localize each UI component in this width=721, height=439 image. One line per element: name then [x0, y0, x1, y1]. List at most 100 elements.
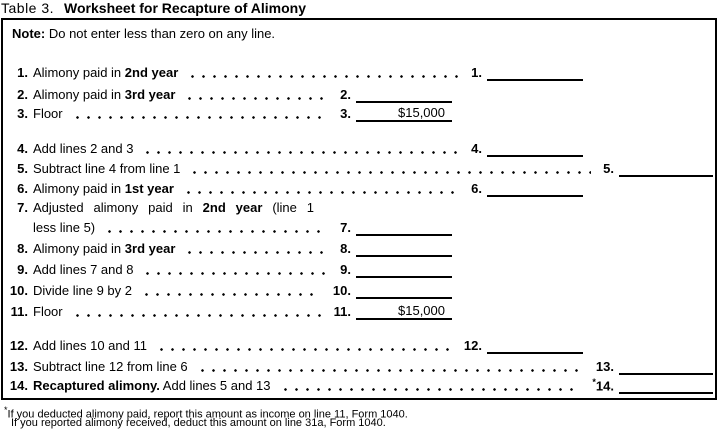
entry-number: 7.	[340, 220, 351, 235]
line-text: Subtract line 12 from line 6	[33, 359, 188, 374]
line-text: Alimony paid in 2nd year	[33, 65, 179, 80]
line-number: 8.	[17, 241, 28, 256]
worksheet-row-4: 4. Add lines 2 and 3 4.	[8, 138, 583, 157]
entry-line-8[interactable]	[356, 238, 452, 257]
worksheet-box	[1, 18, 717, 400]
entry-line-1[interactable]	[487, 62, 583, 81]
entry-value: $15,000	[398, 303, 445, 318]
entry-number: 3.	[340, 106, 351, 121]
entry-number: 13.	[595, 359, 614, 374]
entry-number: 12.	[463, 338, 482, 353]
entry-line-7[interactable]	[356, 217, 452, 236]
dot-leader	[189, 171, 592, 174]
worksheet-row-9: 9. Add lines 7 and 8 9.	[8, 259, 452, 278]
line-number: 2.	[17, 87, 28, 102]
entry-number: *14.	[592, 376, 614, 393]
entry-number: 8.	[340, 241, 351, 256]
entry-line-6[interactable]	[487, 178, 583, 197]
line-text: Subtract line 4 from line 1	[33, 161, 181, 176]
worksheet-row-13: 13. Subtract line 12 from line 6 13.	[8, 356, 713, 375]
worksheet-row-12: 12. Add lines 10 and 11 12.	[8, 335, 583, 354]
line-text: Floor	[33, 304, 63, 319]
line-text: Recaptured alimony. Add lines 5 and 13	[33, 378, 271, 393]
entry-line-9[interactable]	[356, 259, 452, 278]
entry-line-4[interactable]	[487, 138, 583, 157]
dot-leader	[142, 272, 329, 275]
dot-leader	[142, 151, 460, 154]
line-number: 9.	[17, 262, 28, 277]
dot-leader	[71, 116, 329, 119]
table-number: Table 3.	[1, 0, 55, 16]
line-text: Alimony paid in 3rd year	[33, 241, 176, 256]
table-title-text: Worksheet for Recapture of Alimony	[64, 0, 306, 16]
dot-leader	[184, 251, 329, 254]
line-number: 3.	[17, 106, 28, 121]
dot-leader	[155, 348, 452, 351]
line-number: 1.	[17, 65, 28, 80]
entry-line-12[interactable]	[487, 335, 583, 354]
line-number: 7.	[17, 200, 28, 215]
line-text: Divide line 9 by 2	[33, 283, 132, 298]
line-number: 10.	[9, 283, 28, 298]
line-text: Add lines 7 and 8	[33, 262, 134, 277]
line-number: 11.	[10, 304, 28, 319]
entry-number: 11.	[333, 304, 351, 319]
entry-line-10[interactable]	[356, 280, 452, 299]
table-title: Table 3. Worksheet for Recapture of Alimo…	[1, 0, 306, 16]
line-number: 14.	[9, 378, 28, 393]
worksheet-row-5: 5. Subtract line 4 from line 1 5.	[8, 158, 713, 177]
footnote-marker: *	[592, 376, 596, 387]
line-number: 5.	[17, 161, 28, 176]
worksheet-row-7-cont: less line 5) 7.	[8, 217, 452, 236]
entry-number: 1.	[471, 65, 482, 80]
footnote-line-1: *If you deducted alimony paid, report th…	[4, 405, 408, 421]
note: Note: Do not enter less than zero on any…	[12, 26, 275, 41]
line-text: Adjusted alimony paid in 2nd year (line …	[33, 200, 314, 215]
worksheet-row-6: 6. Alimony paid in 1st year 6.	[8, 178, 583, 197]
entry-number: 9.	[340, 262, 351, 277]
line-text: Alimony paid in 1st year	[33, 181, 174, 196]
entry-number: 4.	[471, 141, 482, 156]
dot-leader	[279, 388, 581, 391]
entry-line-13[interactable]	[619, 356, 713, 375]
note-label: Note:	[12, 26, 46, 41]
worksheet-row-14: 14. Recaptured alimony. Add lines 5 and …	[8, 375, 713, 394]
entry-line-11[interactable]: $15,000	[356, 301, 452, 320]
entry-number: 2.	[340, 87, 351, 102]
worksheet-row-2: 2. Alimony paid in 3rd year 2.	[8, 84, 452, 103]
line-text: Floor	[33, 106, 63, 121]
entry-number: 10.	[332, 283, 351, 298]
worksheet-row-11: 11. Floor 11. $15,000	[8, 301, 452, 320]
dot-leader	[71, 314, 322, 317]
dot-leader	[104, 230, 329, 233]
entry-line-3[interactable]: $15,000	[356, 103, 452, 122]
dot-leader	[141, 293, 321, 296]
worksheet-row-10: 10. Divide line 9 by 2 10.	[8, 280, 452, 299]
worksheet-row-3: 3. Floor 3. $15,000	[8, 103, 452, 122]
entry-line-5[interactable]	[619, 158, 713, 177]
worksheet-row-7: 7. Adjusted alimony paid in 2nd year (li…	[8, 197, 348, 216]
entry-line-2[interactable]	[356, 84, 452, 103]
dot-leader	[187, 75, 460, 78]
line-text: Alimony paid in 3rd year	[33, 87, 176, 102]
entry-line-14[interactable]	[619, 375, 713, 394]
line-number: 12.	[9, 338, 28, 353]
footnote-line-2: If you reported alimony received, deduct…	[11, 417, 386, 429]
entry-number: 6.	[471, 181, 482, 196]
worksheet-row-8: 8. Alimony paid in 3rd year 8.	[8, 238, 452, 257]
dot-leader	[196, 369, 584, 372]
line-number: 13.	[9, 359, 28, 374]
line-text: Add lines 10 and 11	[33, 338, 147, 353]
entry-number: 5.	[603, 161, 614, 176]
entry-value: $15,000	[398, 105, 445, 120]
line-number: 4.	[17, 141, 28, 156]
worksheet-row-1: 1. Alimony paid in 2nd year 1.	[8, 62, 583, 81]
dot-leader	[182, 191, 460, 194]
note-text: Do not enter less than zero on any line.	[48, 26, 276, 41]
line-text: Add lines 2 and 3	[33, 141, 134, 156]
line-number: 6.	[17, 181, 28, 196]
line-text: less line 5)	[33, 220, 96, 235]
dot-leader	[184, 97, 329, 100]
footnote-marker: *	[4, 405, 8, 415]
